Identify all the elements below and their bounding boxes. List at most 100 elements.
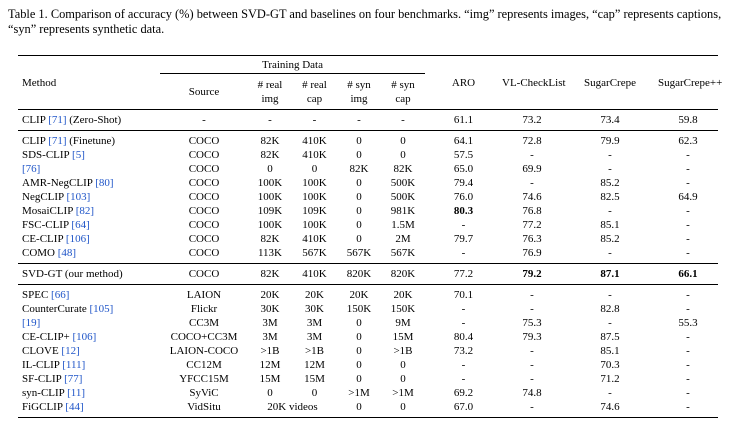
- value-text: 82K: [260, 268, 280, 280]
- method-note: (Zero-Shot): [69, 114, 122, 126]
- value-cell: 82.5: [562, 190, 658, 204]
- value-cell: -: [562, 316, 658, 330]
- value-cell: 0: [337, 218, 381, 232]
- value-text: 76.3: [522, 233, 542, 245]
- value-text: 9M: [395, 317, 411, 329]
- value-cell: -: [502, 344, 562, 358]
- value-cell: LAION-COCO: [160, 344, 248, 358]
- value-cell: 73.2: [425, 344, 502, 358]
- method-cell: FiGCLIP [44]: [18, 400, 160, 418]
- value-text: 0: [356, 373, 362, 385]
- value-text: 20K: [260, 289, 280, 301]
- table-row: syn-CLIP [11] SyViC 0 0 >1M >1M 69.2 74.8 - -: [18, 386, 718, 400]
- value-text: 0: [356, 177, 362, 189]
- value-cell: -: [425, 246, 502, 264]
- value-cell: -: [425, 316, 502, 330]
- value-cell: 0: [337, 358, 381, 372]
- value-cell: 981K: [381, 204, 425, 218]
- value-text: 70.1: [453, 289, 474, 301]
- value-text: 82K: [349, 163, 369, 175]
- table-row: COMO [48] COCO 113K 567K 567K 567K - 76.9 - -: [18, 246, 718, 264]
- table-row: [76] COCO 0 0 82K 82K 65.0 69.9 - -: [18, 162, 718, 176]
- value-cell: 410K: [292, 264, 337, 285]
- value-cell: -: [658, 386, 718, 400]
- value-text: -: [686, 401, 690, 413]
- header-cell: # syn img: [347, 78, 371, 105]
- value-text: >1M: [348, 387, 370, 399]
- value-cell: 74.8: [502, 386, 562, 400]
- value-cell: 61.1: [425, 110, 502, 131]
- value-text: 567K: [390, 247, 416, 259]
- value-text: 61.1: [453, 114, 474, 126]
- value-cell: 70.1: [425, 285, 502, 303]
- value-cell: -: [502, 372, 562, 386]
- value-text: 30K: [305, 303, 324, 315]
- value-text: 71.2: [600, 373, 620, 385]
- value-cell: -: [502, 302, 562, 316]
- value-text: YFCC15M: [179, 373, 229, 385]
- value-text: -: [530, 359, 534, 371]
- value-text: 65.0: [453, 163, 474, 175]
- value-text: -: [312, 114, 317, 126]
- value-cell: -: [502, 285, 562, 303]
- value-cell: 100K: [248, 190, 292, 204]
- value-text: 69.9: [522, 163, 542, 175]
- value-cell: COCO: [160, 218, 248, 232]
- value-text: -: [461, 373, 466, 385]
- method-cell: CounterCurate [105]: [18, 302, 160, 316]
- value-text: 85.1: [600, 345, 620, 357]
- value-text: 100K: [257, 219, 283, 231]
- value-cell: -: [658, 330, 718, 344]
- value-text: VidSitu: [187, 401, 221, 413]
- value-cell: COCO: [160, 131, 248, 149]
- value-cell: 100K: [292, 176, 337, 190]
- citation: [11]: [67, 387, 86, 399]
- value-text: 410K: [302, 233, 327, 245]
- value-cell: 20K: [381, 285, 425, 303]
- citation: [106]: [72, 331, 97, 343]
- citation: [111]: [62, 359, 86, 371]
- value-text: -: [530, 373, 534, 385]
- value-text: 62.3: [678, 135, 698, 147]
- value-text: 87.1: [600, 268, 620, 280]
- value-cell: -: [562, 148, 658, 162]
- value-cell: 79.4: [425, 176, 502, 190]
- method-cell: CE-CLIP+ [106]: [18, 330, 160, 344]
- value-cell: 109K: [248, 204, 292, 218]
- value-text: -: [461, 219, 466, 231]
- row-group: SPEC [66] LAION 20K 20K 20K 20K 70.1- - - Counter…: [18, 285, 718, 418]
- value-cell: COCO: [160, 246, 248, 264]
- value-text: -: [461, 359, 466, 371]
- value-cell: 59.8: [658, 110, 718, 131]
- value-cell: 64.1: [425, 131, 502, 149]
- value-text: 0: [356, 135, 362, 147]
- value-cell: 62.3: [658, 131, 718, 149]
- value-text: COCO: [188, 177, 220, 189]
- value-cell: -: [562, 162, 658, 176]
- value-cell: -: [292, 110, 337, 131]
- citation: [80]: [95, 177, 114, 189]
- value-cell: 65.0: [425, 162, 502, 176]
- value-cell: 0: [337, 232, 381, 246]
- method-cell: SPEC [66]: [18, 285, 160, 303]
- value-cell: -: [502, 148, 562, 162]
- method-cell: CLIP [71] (Finetune): [18, 131, 160, 149]
- value-cell: 20K: [292, 285, 337, 303]
- value-text: -: [530, 177, 534, 189]
- value-cell: 82K: [248, 264, 292, 285]
- value-text: 79.2: [522, 268, 542, 280]
- table-row: [19] CC3M 3M 3M 0 9M - 75.3 - 55.3: [18, 316, 718, 330]
- value-cell: 100K: [292, 190, 337, 204]
- value-text: 0: [356, 205, 362, 217]
- value-cell: 67.0: [425, 400, 502, 418]
- value-cell: -: [425, 358, 502, 372]
- value-cell: 15M: [248, 372, 292, 386]
- value-cell: -: [502, 400, 562, 418]
- value-cell: 82K: [248, 232, 292, 246]
- value-cell: -: [658, 246, 718, 264]
- header-row: Method Training Data ARO VL-CheckList SugarC…: [18, 55, 722, 89]
- value-cell: COCO: [160, 232, 248, 246]
- citation: [105]: [89, 303, 114, 315]
- value-text: 57.5: [453, 149, 474, 161]
- value-cell: 71.2: [562, 372, 658, 386]
